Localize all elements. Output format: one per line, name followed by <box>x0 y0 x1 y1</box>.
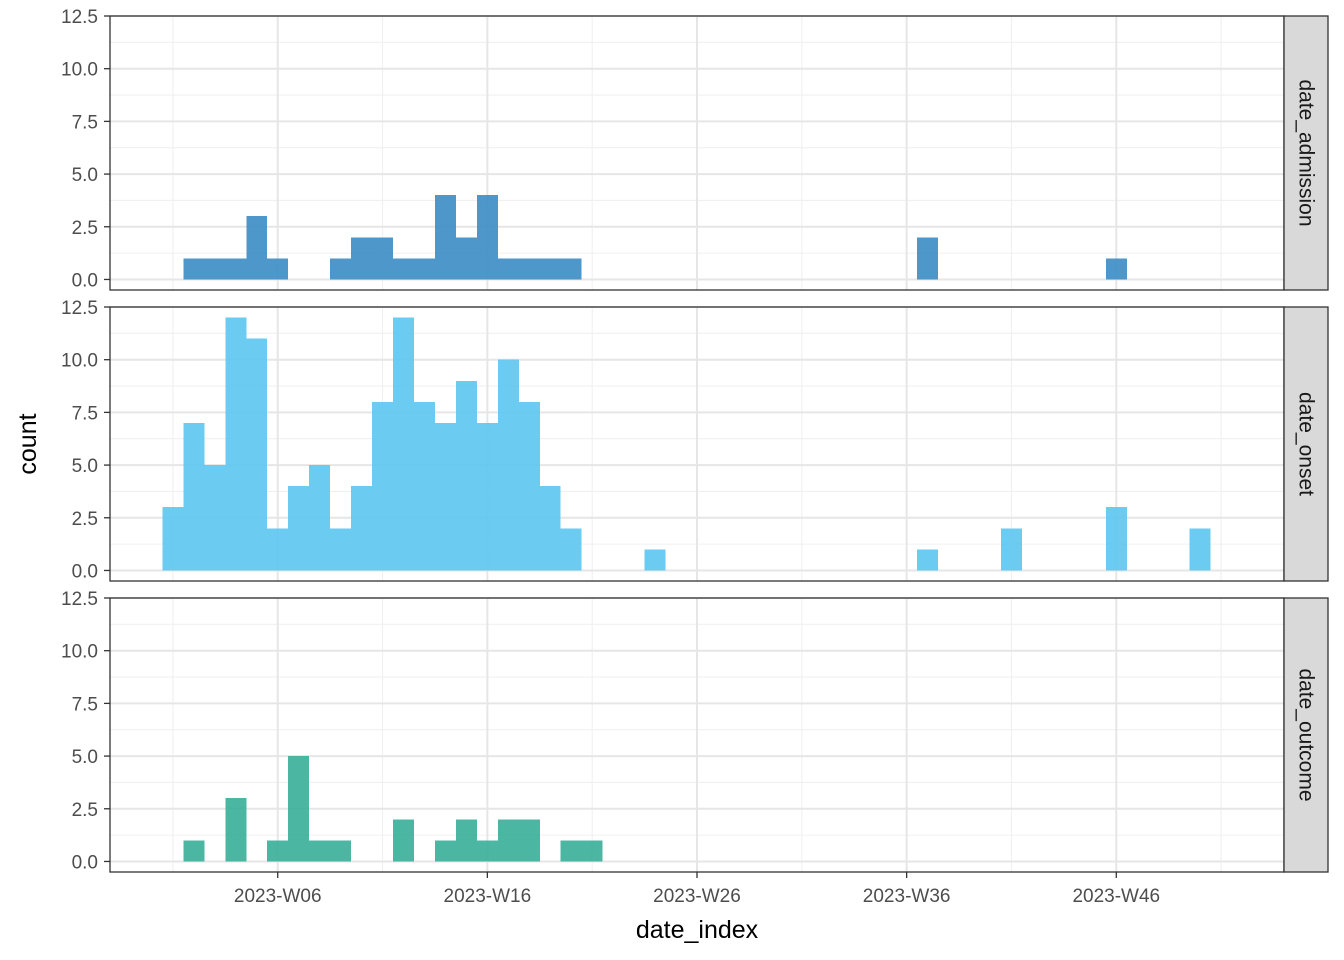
histogram-bar <box>476 422 498 571</box>
x-tick-label: 2023-W46 <box>1072 886 1160 907</box>
histogram-bar <box>372 237 394 280</box>
histogram-bar <box>497 819 519 862</box>
histogram-bar <box>917 549 939 571</box>
histogram-bar <box>162 507 184 571</box>
histogram-bar <box>1105 507 1127 571</box>
histogram-bar <box>413 258 435 280</box>
x-tick-label: 2023-W06 <box>234 886 322 907</box>
histogram-bar <box>476 840 498 862</box>
facet-panel-date_admission: 0.0 2.5 5.0 7.5 10.0 12.5 date_admission <box>61 7 1329 291</box>
histogram-bar <box>225 317 247 571</box>
y-tick-label: 12.5 <box>61 7 98 28</box>
y-tick-label: 10.0 <box>61 60 98 81</box>
histogram-bar <box>581 840 603 862</box>
facet-strip-label: date_outcome <box>1295 668 1318 801</box>
histogram-bar <box>330 528 352 571</box>
y-tick-label: 7.5 <box>72 694 98 715</box>
x-axis: 2023-W06 2023-W16 2023-W26 2023-W36 2023-W46 <box>234 872 1160 907</box>
histogram-bar <box>1189 528 1211 571</box>
y-tick-label: 7.5 <box>72 112 98 133</box>
histogram-bar <box>183 840 205 862</box>
histogram-bar <box>351 237 373 280</box>
histogram-bar <box>267 528 289 571</box>
histogram-bar <box>351 486 373 571</box>
histogram-bar <box>518 819 540 862</box>
y-axis-title: count <box>14 413 42 474</box>
histogram-bar <box>455 380 477 571</box>
histogram-bar <box>393 317 414 571</box>
histogram-bar <box>204 258 226 280</box>
histogram-bar <box>288 756 310 862</box>
y-tick-label: 5.0 <box>72 456 98 477</box>
y-tick-label: 0.0 <box>72 852 98 873</box>
histogram-bar <box>497 359 519 571</box>
histogram-bar <box>1000 528 1022 571</box>
facet-panel-date_onset: 0.0 2.5 5.0 7.5 10.0 12.5 date_onset <box>61 298 1329 582</box>
histogram-bar <box>288 486 310 571</box>
histogram-bar <box>393 819 414 862</box>
x-tick-label: 2023-W26 <box>653 886 741 907</box>
histogram-bar <box>225 258 247 280</box>
histogram-bar <box>1105 258 1127 280</box>
histogram-bar <box>917 237 939 280</box>
histogram-bar <box>434 840 456 862</box>
histogram-bar <box>518 401 540 571</box>
histogram-bar <box>309 840 331 862</box>
histogram-bar <box>434 422 456 571</box>
histogram-bar <box>246 338 268 571</box>
y-tick-label: 0.0 <box>72 561 98 582</box>
histogram-bar <box>267 258 289 280</box>
facet-strip <box>1283 597 1329 873</box>
y-tick-label: 0.0 <box>72 270 98 291</box>
facet-panel-date_outcome: 0.0 2.5 5.0 7.5 10.0 12.5 date_outcome <box>61 589 1329 873</box>
histogram-bar <box>455 237 477 280</box>
x-tick-label: 2023-W16 <box>444 886 532 907</box>
histogram-bar <box>497 258 519 280</box>
histogram-bar <box>372 401 394 571</box>
histogram-bar <box>434 195 456 280</box>
histogram-bar <box>204 465 226 571</box>
y-tick-label: 2.5 <box>72 218 98 239</box>
histogram-bar <box>413 401 435 571</box>
histogram-bar <box>393 258 414 280</box>
histogram-bar <box>539 486 561 571</box>
facet-panels: 0.0 2.5 5.0 7.5 10.0 12.5 date_admission 0.0 2.5… <box>61 7 1329 873</box>
histogram-bar <box>476 195 498 280</box>
histogram-bar <box>539 258 561 280</box>
histogram-bar <box>309 465 331 571</box>
x-axis-title: date_index <box>636 916 759 944</box>
y-tick-label: 12.5 <box>61 298 98 319</box>
histogram-bar <box>644 549 666 571</box>
histogram-bar <box>183 422 205 571</box>
histogram-bar <box>183 258 205 280</box>
y-tick-label: 12.5 <box>61 589 98 610</box>
histogram-bar <box>455 819 477 862</box>
histogram-bar <box>225 798 247 862</box>
histogram-bar <box>330 258 352 280</box>
y-tick-label: 5.0 <box>72 165 98 186</box>
x-tick-label: 2023-W36 <box>863 886 951 907</box>
histogram-bar <box>518 258 540 280</box>
histogram-bar <box>330 840 352 862</box>
histogram-bar <box>560 528 582 571</box>
histogram-bar <box>267 840 289 862</box>
y-tick-label: 7.5 <box>72 403 98 424</box>
facet-strip <box>1283 15 1329 291</box>
y-tick-label: 2.5 <box>72 509 98 530</box>
y-tick-label: 5.0 <box>72 747 98 768</box>
y-tick-label: 10.0 <box>61 351 98 372</box>
facet-strip <box>1283 306 1329 582</box>
facet-strip-label: date_admission <box>1295 79 1318 226</box>
facet-strip-label: date_onset <box>1295 392 1318 496</box>
y-tick-label: 2.5 <box>72 800 98 821</box>
histogram-bar <box>560 840 582 862</box>
y-tick-label: 10.0 <box>61 642 98 663</box>
histogram-bar <box>560 258 582 280</box>
histogram-bar <box>246 216 268 280</box>
